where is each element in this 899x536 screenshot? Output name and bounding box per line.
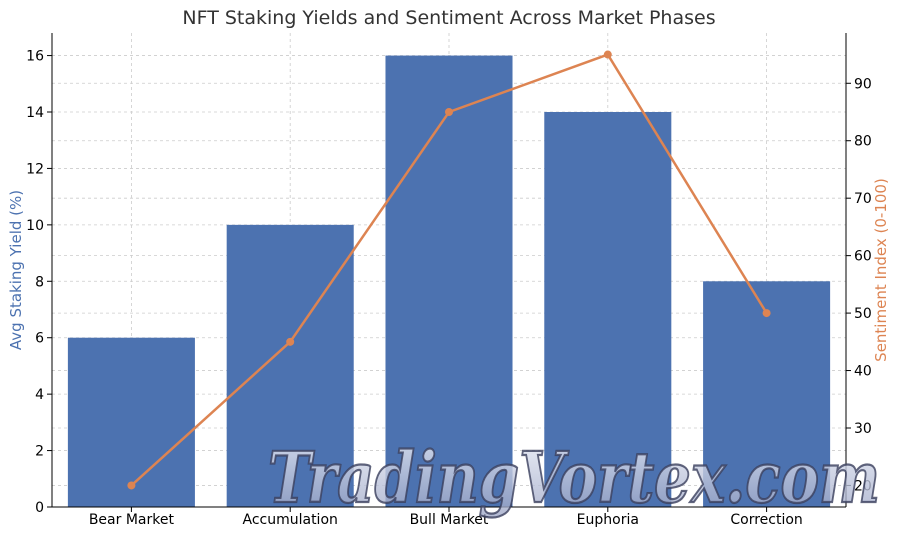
y-tick-label-right: 20: [854, 478, 872, 494]
x-tick-label: Bull Market: [410, 512, 489, 528]
bar-euphoria: [544, 112, 672, 507]
y-tick-label-left: 12: [26, 161, 44, 177]
sentiment-point: [127, 481, 136, 490]
y-tick-label-right: 30: [854, 421, 872, 437]
y-tick-label-left: 14: [26, 105, 44, 121]
y-tick-label-left: 10: [26, 218, 44, 234]
bar-accumulation: [226, 224, 354, 507]
y-tick-label-right: 80: [854, 134, 872, 150]
x-tick-label: Euphoria: [577, 512, 639, 528]
bar-bear-market: [67, 337, 195, 507]
sentiment-line-series: [127, 50, 771, 490]
axes: 0 2 4 6 8 10 12 14 16 20 30 40 50 60 70 80 90 Bear Market…: [26, 33, 872, 528]
sentiment-point: [286, 337, 295, 346]
bar-bull-market: [385, 55, 513, 507]
y-tick-label-left: 2: [35, 444, 44, 460]
y-tick-label-right: 40: [854, 364, 872, 380]
x-tick-label: Accumulation: [242, 512, 337, 528]
y-tick-label-left: 0: [35, 500, 44, 516]
y-tick-label-left: 6: [35, 331, 44, 347]
y-tick-label-left: 4: [35, 387, 44, 403]
y-tick-label-right: 60: [854, 249, 872, 265]
chart-title: NFT Staking Yields and Sentiment Across …: [182, 7, 715, 29]
bar-correction: [703, 281, 831, 507]
y-tick-label-right: 50: [854, 306, 872, 322]
y-tick-label-left: 8: [35, 274, 44, 290]
x-tick-label: Correction: [730, 512, 802, 528]
y-tick-label-right: 70: [854, 191, 872, 207]
y-tick-label-left: 16: [26, 49, 44, 65]
sentiment-point: [762, 309, 771, 318]
sentiment-point: [603, 50, 612, 59]
bar-series: [67, 55, 831, 507]
y-axis-label-right: Sentiment Index (0-100): [872, 178, 890, 362]
sentiment-point: [445, 108, 453, 116]
y-tick-label-right: 90: [854, 76, 872, 92]
y-axis-label-left: Avg Staking Yield (%): [7, 190, 25, 350]
x-tick-label: Bear Market: [89, 512, 175, 528]
